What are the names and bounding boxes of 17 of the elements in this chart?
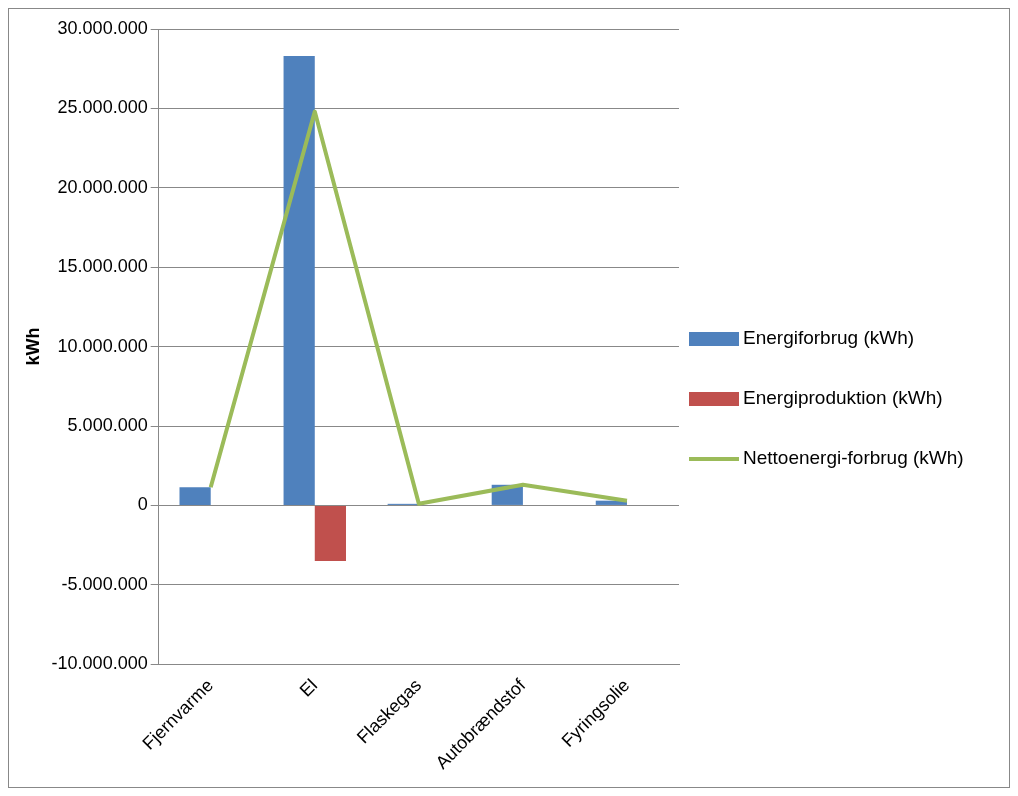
bar [179,487,211,505]
y-tick-label: 0 [137,494,148,515]
legend-label: Energiforbrug (kWh) [743,327,915,349]
y-tick-label: -5.000.000 [61,573,148,594]
x-tick-label: El [295,675,322,701]
y-tick-label: 15.000.000 [57,256,148,277]
legend-label: Nettoenergi-forbrug (kWh) [743,447,964,469]
y-axis-title: kWh [22,327,43,366]
y-tick-label: 5.000.000 [67,414,148,435]
bar [283,56,315,505]
y-tick-label: -10.000.000 [51,653,148,674]
y-tick-label: 20.000.000 [57,176,148,197]
y-tick-label: 30.000.000 [57,17,148,38]
legend-label: Energiproduktion (kWh) [743,387,943,409]
y-tick-label: 25.000.000 [57,97,148,118]
y-tick-label: 10.000.000 [57,335,148,356]
bar [314,505,346,562]
